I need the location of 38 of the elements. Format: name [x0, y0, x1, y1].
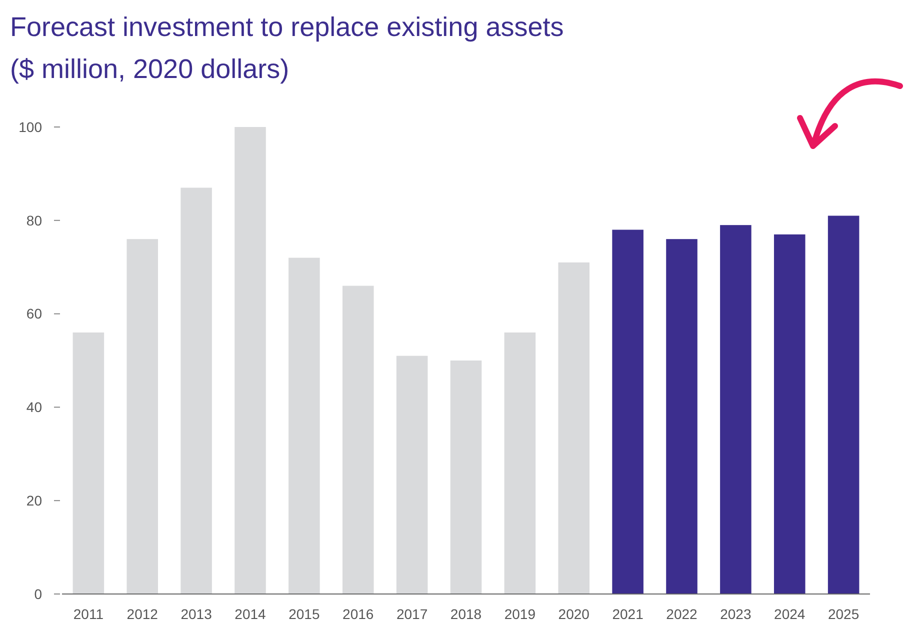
bar: [828, 216, 860, 594]
x-tick-label: 2018: [450, 606, 482, 622]
chart-title: Forecast investment to replace existing assets: [10, 12, 564, 42]
bar: [234, 127, 266, 594]
bar: [504, 332, 536, 594]
bar: [774, 234, 806, 594]
bar: [72, 332, 104, 594]
bar: [396, 356, 428, 594]
x-tick-label: 2011: [73, 606, 104, 622]
bar: [720, 225, 752, 594]
x-tick-label: 2014: [234, 606, 266, 622]
x-tick-label: 2015: [288, 606, 320, 622]
bar: [612, 230, 644, 594]
y-tick-label: 0: [34, 586, 42, 602]
y-tick-label: 20: [26, 492, 42, 508]
x-tick-label: 2022: [666, 606, 698, 622]
y-tick-label: 100: [18, 118, 42, 135]
bar: [180, 188, 212, 594]
x-tick-label: 2025: [828, 606, 860, 622]
bar: [450, 360, 482, 594]
bar: [126, 239, 158, 594]
x-tick-label: 2016: [342, 606, 374, 622]
bar: [666, 239, 698, 594]
x-tick-label: 2023: [720, 606, 752, 622]
y-tick-label: 80: [26, 212, 42, 228]
bar: [288, 258, 320, 594]
bar: [342, 286, 374, 594]
y-tick-label: 40: [26, 399, 42, 416]
x-tick-label: 2019: [504, 606, 536, 622]
bar: [558, 262, 590, 594]
chart-subtitle: ($ million, 2020 dollars): [10, 54, 290, 84]
x-tick-label: 2013: [180, 606, 212, 622]
y-tick-label: 60: [26, 306, 42, 322]
x-tick-label: 2012: [126, 606, 158, 622]
x-tick-label: 2017: [396, 606, 428, 622]
x-tick-label: 2020: [558, 606, 590, 622]
x-tick-label: 2021: [612, 606, 644, 622]
x-tick-label: 2024: [774, 606, 806, 622]
